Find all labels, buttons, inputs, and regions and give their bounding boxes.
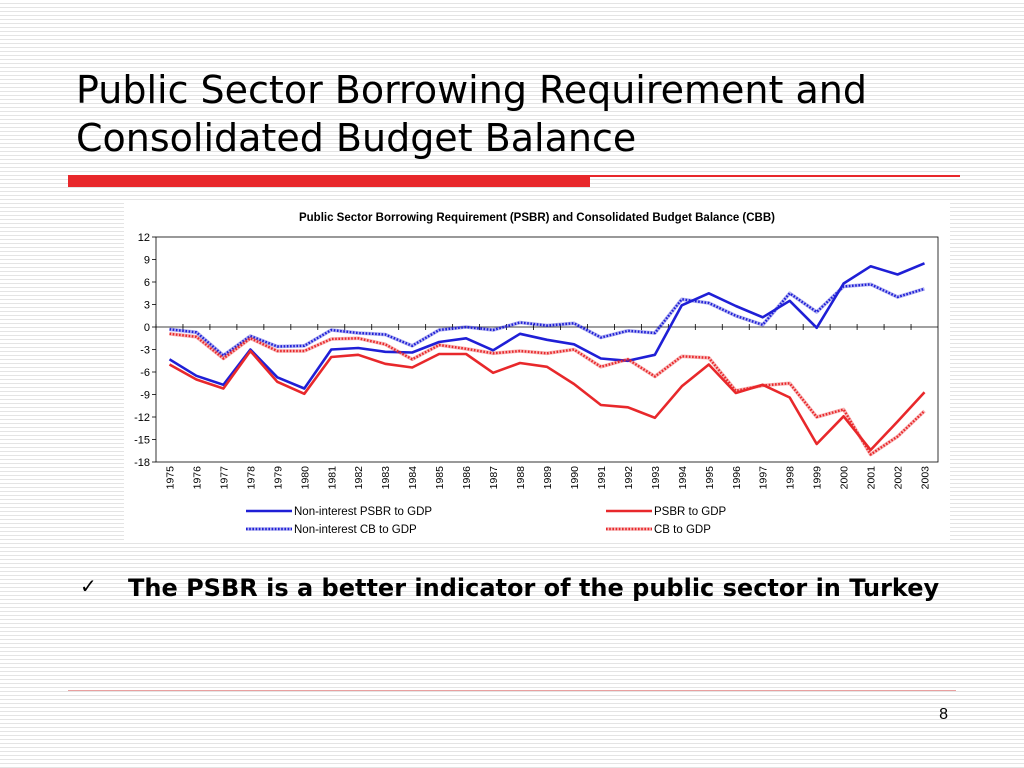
- series-2-line: [168, 349, 926, 452]
- series-1-line: [168, 262, 925, 390]
- chart-legend: Non-interest PSBR to GDP PSBR to GDP Non-i…: [246, 506, 727, 536]
- y-tick-label: 12: [138, 232, 150, 244]
- x-tick-label: 1991: [596, 466, 608, 490]
- x-tick-label: 1987: [488, 466, 500, 490]
- x-tick-label: 1993: [650, 466, 662, 490]
- chart-axes: 12 9 6 3 0 -3 -6 -9 -12 -15 -18 1975 1976 1977 1978 197…: [134, 232, 939, 490]
- x-tick-label: 1988: [515, 466, 527, 490]
- x-tick-label: 1986: [461, 466, 473, 490]
- checkmark-icon: ✓: [80, 574, 97, 598]
- series-3-halo: [169, 282, 926, 358]
- series-3-line: [169, 283, 925, 357]
- line-chart: Public Sector Borrowing Requirement (PSB…: [134, 212, 939, 536]
- x-tick-label: 2000: [839, 466, 851, 490]
- y-tick-label: -15: [134, 435, 150, 447]
- y-tick-label: 3: [144, 300, 150, 312]
- footer-divider: [68, 690, 956, 691]
- page-number: 8: [939, 706, 948, 723]
- x-tick-label: 1983: [380, 466, 392, 490]
- legend-label: Non-interest PSBR to GDP: [294, 506, 432, 518]
- x-tick-label: 1994: [677, 466, 689, 490]
- x-tick-label: 1980: [299, 466, 311, 490]
- x-tick-label: 1979: [272, 466, 284, 490]
- x-tick-label: 1995: [704, 466, 716, 490]
- y-tick-label: 6: [144, 277, 150, 289]
- x-tick-label: 1976: [191, 466, 203, 490]
- y-tick-label: 0: [144, 322, 150, 334]
- x-tick-label: 1989: [542, 466, 554, 490]
- y-tick-label: -6: [140, 367, 150, 379]
- slide-title: Public Sector Borrowing Requirement and …: [76, 68, 867, 160]
- legend-label: Non-interest CB to GDP: [294, 524, 417, 536]
- y-tick-label: -9: [140, 390, 150, 402]
- x-tick-label: 2002: [893, 466, 905, 490]
- x-tick-label: 1997: [758, 466, 770, 490]
- x-tick-label: 1977: [218, 466, 230, 490]
- x-tick-label: 1992: [623, 466, 635, 490]
- chart-title: Public Sector Borrowing Requirement (PSB…: [299, 212, 775, 224]
- x-tick-label: 2001: [866, 466, 878, 490]
- chart-panel: Public Sector Borrowing Requirement (PSB…: [124, 200, 950, 542]
- y-tick-label: -12: [134, 412, 150, 424]
- x-tick-label: 1978: [245, 466, 257, 490]
- x-tick-label: 1982: [353, 466, 365, 490]
- x-tick-label: 1984: [407, 466, 419, 490]
- x-tick-label: 1998: [785, 466, 797, 490]
- y-tick-label: 9: [144, 255, 150, 267]
- x-tick-label: 1996: [731, 466, 743, 490]
- x-tick-label: 1975: [164, 466, 176, 490]
- bullet-text: The PSBR is a better indicator of the pu…: [128, 574, 940, 602]
- title-underline-thin: [590, 175, 960, 177]
- x-tick-label: 2003: [920, 466, 932, 490]
- x-tick-label: 1981: [326, 466, 338, 490]
- chart-series-group: [168, 262, 926, 457]
- x-tick-label: 1990: [569, 466, 581, 490]
- title-underline-bar: [68, 175, 590, 187]
- legend-label: PSBR to GDP: [654, 506, 727, 518]
- x-tick-label: 1985: [434, 466, 446, 490]
- series-4-line: [169, 332, 926, 456]
- y-tick-label: -3: [140, 345, 150, 357]
- y-tick-label: -18: [134, 457, 150, 469]
- x-tick-label: 1999: [812, 466, 824, 490]
- legend-label: CB to GDP: [654, 524, 711, 536]
